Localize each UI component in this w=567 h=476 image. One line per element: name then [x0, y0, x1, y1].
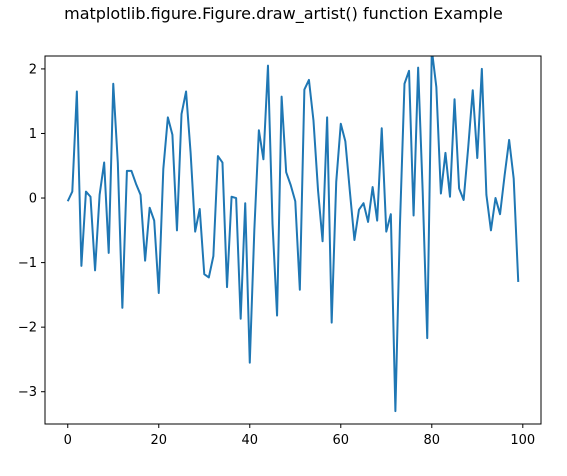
y-tick-label: −3: [18, 385, 37, 400]
y-tick-label: 2: [29, 62, 37, 77]
y-tick-label: −2: [18, 321, 37, 336]
x-tick-label: 80: [424, 433, 441, 448]
y-tick-label: 0: [29, 192, 37, 207]
axes-frame: [44, 55, 542, 425]
y-tick-label: 1: [29, 127, 37, 142]
x-tick-label: 20: [150, 433, 167, 448]
chart-title: matplotlib.figure.Figure.draw_artist() f…: [64, 4, 503, 23]
series-line-0: [66, 56, 520, 413]
plot-area: [66, 56, 520, 413]
x-tick-label: 0: [64, 433, 72, 448]
x-tick-label: 60: [333, 433, 350, 448]
x-tick-label: 40: [241, 433, 258, 448]
x-axis: 0 20 40 60 80 100: [64, 424, 535, 448]
y-axis: −3 −2 −1 0 1 2: [18, 62, 45, 400]
x-tick-label: 100: [510, 433, 535, 448]
y-tick-label: −1: [18, 256, 37, 271]
